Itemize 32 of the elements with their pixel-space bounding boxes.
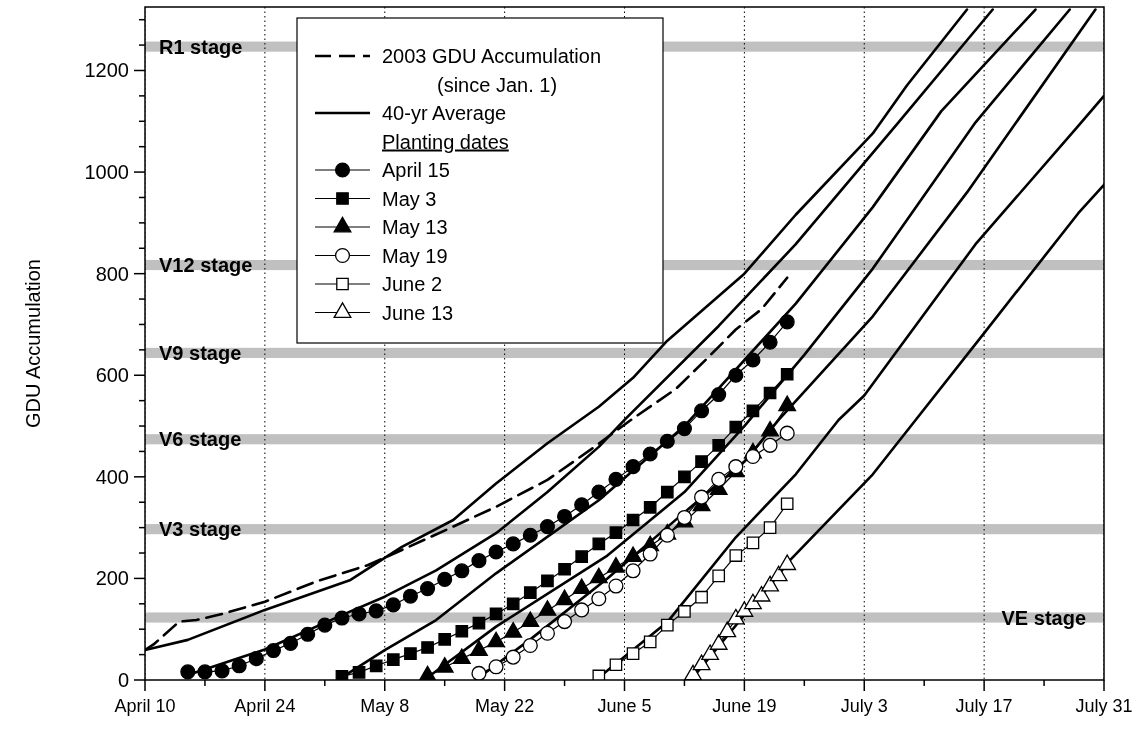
x-tick-label: May 8 xyxy=(360,696,410,716)
x-tick-label: April 10 xyxy=(114,696,176,716)
x-tick-label: July 31 xyxy=(1075,696,1133,716)
y-tick-label: 400 xyxy=(95,465,129,488)
y-tick-label: 1200 xyxy=(84,59,129,82)
y-tick-label: 800 xyxy=(95,262,129,285)
legend-label: June 13 xyxy=(382,301,454,324)
y-tick-label: 0 xyxy=(117,669,129,691)
x-tick-label: June 19 xyxy=(712,696,777,716)
x-tick-label: April 24 xyxy=(234,696,296,716)
x-tick-label: July 3 xyxy=(840,696,888,716)
legend-label: April 15 xyxy=(382,159,450,181)
y-tick-label: 200 xyxy=(95,567,129,590)
legend-label: May 3 xyxy=(382,187,437,210)
legend-title: Planting dates xyxy=(382,130,509,153)
legend-label: June 2 xyxy=(382,273,443,295)
band-label: V12 stage xyxy=(159,254,253,277)
y-tick-label: 600 xyxy=(95,364,129,387)
legend-label: 40-yr Average xyxy=(382,102,507,124)
legend-label: May 19 xyxy=(382,244,448,267)
y-tick-label: 1000 xyxy=(84,161,129,184)
x-tick-label: June 5 xyxy=(597,696,652,716)
band-label: V3 stage xyxy=(159,518,242,541)
x-tick-label: July 17 xyxy=(955,696,1013,716)
x-tick-label: May 22 xyxy=(475,696,535,716)
y-axis-title: GDU Accumulation xyxy=(22,259,44,428)
band-label: R1 stage xyxy=(159,35,243,58)
band-label: VE stage xyxy=(1001,606,1086,629)
legend-label: May 13 xyxy=(382,216,448,238)
legend-label: 2003 GDU Accumulation (since Jan. 1) xyxy=(382,45,602,96)
band-label: V9 stage xyxy=(159,341,242,364)
band-label: V6 stage xyxy=(159,428,242,451)
